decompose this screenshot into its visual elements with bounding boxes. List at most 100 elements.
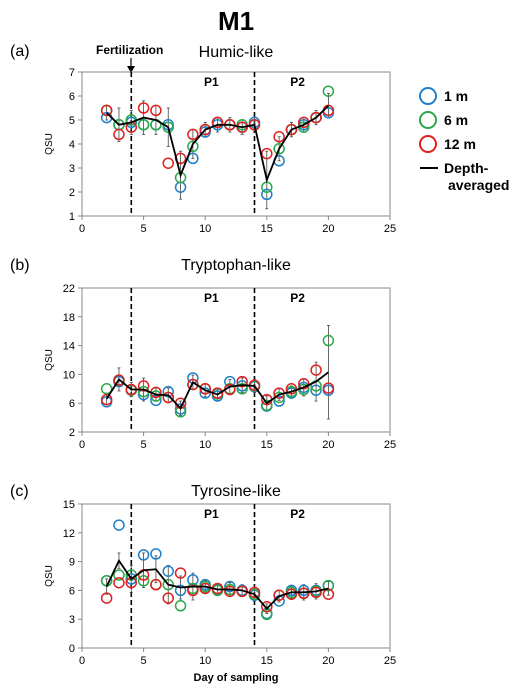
y-tick-label: 22 bbox=[63, 283, 75, 295]
data-point-12m bbox=[113, 128, 125, 141]
y-tick-label: 7 bbox=[69, 67, 75, 79]
legend-item-depth-averaged: Depth- averaged bbox=[420, 160, 509, 193]
plot-frame bbox=[81, 503, 391, 649]
panel-humic-like: (a) Humic-like Fertilization 0 5 10 15 20 251… bbox=[10, 43, 396, 235]
legend-label-12m: 12 m bbox=[444, 136, 476, 152]
x-tick-label: 10 bbox=[199, 655, 211, 667]
x-tick-label: 10 bbox=[199, 439, 211, 451]
data-point-12m bbox=[199, 123, 211, 136]
data-point-12m bbox=[285, 383, 298, 395]
y-tick-label: 10 bbox=[63, 369, 75, 381]
fertilization-label: Fertilization bbox=[96, 43, 163, 57]
data-point-1m bbox=[224, 580, 236, 593]
data-point-12m bbox=[162, 391, 174, 404]
legend-item-12m: 12 m bbox=[419, 135, 476, 153]
data-point-6m bbox=[261, 399, 273, 412]
y-tick-label: 18 bbox=[63, 312, 75, 324]
data-point-6m bbox=[113, 569, 125, 581]
x-tick-label: 5 bbox=[141, 655, 147, 667]
data-point-12m bbox=[174, 567, 187, 579]
data-point-1m bbox=[162, 385, 174, 398]
data-point-12m bbox=[236, 121, 248, 133]
data-point-12m bbox=[298, 587, 310, 600]
data-point-6m bbox=[285, 385, 298, 398]
plot-area-tryptophan: 0 5 10 15 20 25 2 6 10 14 18 22 QSU P1 P2 bbox=[44, 283, 396, 451]
x-tick-label: 20 bbox=[322, 439, 334, 451]
panel-title-tyrosine: Tyrosine-like bbox=[191, 483, 281, 500]
data-point-6m bbox=[137, 119, 150, 131]
data-point-1m bbox=[199, 387, 211, 399]
x-tick-label: 25 bbox=[384, 439, 396, 451]
data-point-6m bbox=[150, 390, 162, 402]
x-tick-label: 0 bbox=[79, 439, 85, 451]
data-point-1m bbox=[125, 573, 138, 585]
x-tick-label: 25 bbox=[384, 655, 396, 667]
x-tick-label: 20 bbox=[322, 223, 334, 235]
period-label: P2 bbox=[290, 291, 305, 305]
legend: 1 m 6 m 12 m Depth- averaged bbox=[419, 87, 509, 193]
data-point-6m bbox=[162, 578, 174, 591]
data-point-12m bbox=[113, 576, 125, 589]
depth-averaged-line bbox=[106, 104, 330, 184]
legend-label-depth: Depth- bbox=[444, 160, 489, 176]
y-tick-label: 0 bbox=[69, 643, 75, 655]
data-point-12m bbox=[236, 375, 248, 388]
data-point-12m bbox=[322, 382, 335, 394]
period-label: P1 bbox=[204, 507, 219, 521]
x-tick-label: 15 bbox=[261, 439, 273, 451]
data-point-12m bbox=[187, 584, 199, 597]
y-tick-label: 2 bbox=[69, 187, 75, 199]
legend-marker-12m bbox=[419, 135, 437, 153]
panel-tryptophan-like: (b) Tryptophan-like 0 5 10 15 20 25 2 6 10 14 18 22… bbox=[10, 257, 396, 451]
data-point-12m bbox=[162, 157, 174, 169]
x-tick-label: 10 bbox=[199, 223, 211, 235]
legend-marker-1m bbox=[419, 87, 437, 105]
period-label: P2 bbox=[290, 507, 305, 521]
y-tick-label: 5 bbox=[69, 115, 75, 127]
data-point-1m bbox=[113, 519, 125, 531]
depth-averaged-line bbox=[105, 558, 329, 610]
legend-label-6m: 6 m bbox=[444, 112, 468, 128]
data-point-6m bbox=[174, 600, 187, 612]
panel-title-tryptophan: Tryptophan-like bbox=[181, 257, 291, 274]
y-tick-label: 14 bbox=[63, 341, 75, 353]
plot-frame bbox=[81, 71, 391, 217]
y-tick-label: 1 bbox=[69, 211, 75, 223]
data-point-1m bbox=[150, 548, 162, 560]
y-tick-label: 9 bbox=[69, 557, 75, 569]
legend-marker-6m bbox=[419, 111, 437, 129]
period-label: P1 bbox=[204, 291, 219, 305]
y-tick-label: 12 bbox=[63, 528, 75, 540]
data-point-12m bbox=[285, 123, 298, 136]
data-point-1m bbox=[298, 584, 310, 597]
data-point-1m bbox=[310, 384, 322, 396]
y-tick-label: 2 bbox=[69, 427, 75, 439]
legend-item-6m: 6 m bbox=[419, 111, 468, 129]
data-point-1m bbox=[162, 565, 174, 577]
x-tick-label: 15 bbox=[261, 223, 273, 235]
x-tick-label: 0 bbox=[79, 223, 85, 235]
panel-title-humic: Humic-like bbox=[199, 44, 274, 61]
data-point-12m bbox=[113, 374, 125, 386]
y-tick-label: 6 bbox=[69, 91, 75, 103]
panel-tyrosine-like: (c) Tyrosine-like 0 5 10 15 20 25 0 3 6 9 12 15 QSU P… bbox=[10, 483, 396, 667]
legend-item-1m: 1 m bbox=[419, 87, 468, 105]
x-tick-label: 0 bbox=[79, 655, 85, 667]
fertilization-arrow-head bbox=[127, 66, 135, 73]
data-point-12m bbox=[310, 364, 322, 376]
data-point-6m bbox=[273, 143, 285, 155]
data-point-12m bbox=[248, 119, 261, 131]
data-point-6m bbox=[322, 579, 335, 592]
legend-label-1m: 1 m bbox=[444, 88, 468, 104]
y-tick-label: 6 bbox=[69, 585, 75, 597]
data-point-6m bbox=[187, 140, 199, 153]
y-axis-label: QSU bbox=[44, 133, 55, 155]
data-point-1m bbox=[174, 403, 187, 415]
data-point-12m bbox=[211, 116, 224, 129]
y-axis-label: QSU bbox=[44, 349, 55, 371]
data-point-12m bbox=[137, 102, 150, 114]
period-label: P2 bbox=[290, 75, 305, 89]
data-point-1m bbox=[261, 188, 273, 201]
depth-averaged-line bbox=[105, 371, 329, 410]
